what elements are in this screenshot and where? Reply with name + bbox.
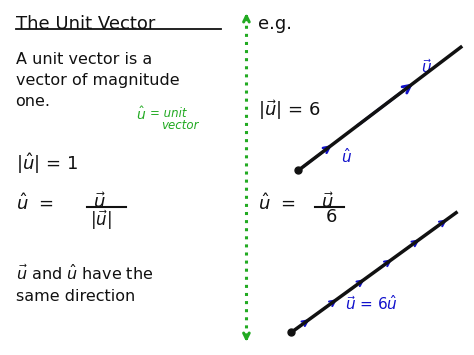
Text: $\hat{u}$  =: $\hat{u}$ = <box>258 193 296 214</box>
Text: A unit vector is a
vector of magnitude
one.: A unit vector is a vector of magnitude o… <box>16 53 179 109</box>
Text: $\hat{u}$: $\hat{u}$ <box>136 105 146 122</box>
Text: = unit: = unit <box>150 107 186 120</box>
Text: $\vec{u}$: $\vec{u}$ <box>321 192 334 212</box>
Text: $\hat{u}$  =: $\hat{u}$ = <box>16 193 54 214</box>
Text: 6: 6 <box>326 208 337 226</box>
Text: $|\hat{u}|$ = 1: $|\hat{u}|$ = 1 <box>16 151 77 176</box>
Text: $\vec{u}$ = 6$\hat{u}$: $\vec{u}$ = 6$\hat{u}$ <box>346 294 398 313</box>
Text: vector: vector <box>161 119 198 132</box>
Text: $\vec{u}$ and $\hat{u}$ have the
same direction: $\vec{u}$ and $\hat{u}$ have the same di… <box>16 264 153 304</box>
Text: $\hat{u}$: $\hat{u}$ <box>341 147 352 166</box>
Text: $|\vec{u}|$: $|\vec{u}|$ <box>90 208 111 232</box>
Text: The Unit Vector: The Unit Vector <box>16 16 155 33</box>
Text: e.g.: e.g. <box>258 16 292 33</box>
Text: $|\vec{u}|$ = 6: $|\vec{u}|$ = 6 <box>258 98 320 122</box>
Text: $\vec{u}$: $\vec{u}$ <box>421 59 432 76</box>
Text: $\vec{u}$: $\vec{u}$ <box>93 192 106 212</box>
